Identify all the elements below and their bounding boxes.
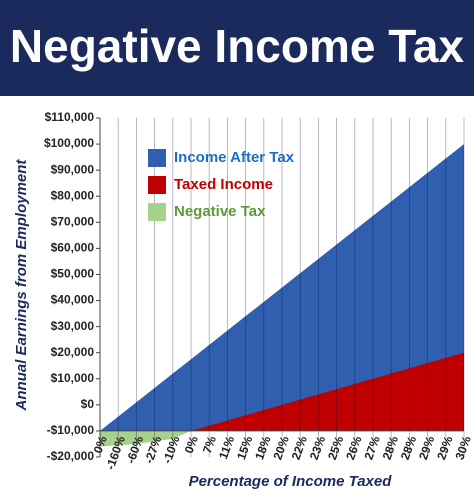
y-tick-label: $40,000 [51,293,95,307]
legend-label: Taxed Income [174,176,273,193]
y-tick-label: $50,000 [51,267,95,281]
title-banner [0,0,474,96]
x-tick-label: 30% [452,434,473,462]
x-tick-label: 0% [91,434,110,455]
y-tick-label: $0 [81,397,95,411]
legend-swatch [148,176,166,194]
legend-label: Income After Tax [174,149,295,166]
legend-swatch [148,149,166,167]
x-tick-label: 0% [182,434,201,455]
area [100,430,464,447]
y-tick-label: $70,000 [51,214,95,228]
y-tick-label: $30,000 [51,319,95,333]
legend-swatch [148,203,166,221]
y-axis-label: Annual Earnings from Employment [13,159,30,412]
chart-title: Negative Income Tax [10,20,465,72]
y-tick-label: -$10,000 [47,423,95,437]
y-tick-label: $110,000 [45,110,95,124]
x-axis-label: Percentage of Income Taxed [189,473,393,490]
area [100,144,464,431]
y-tick-label: $90,000 [51,162,95,176]
y-tick-label: $10,000 [51,371,95,385]
y-tick-label: $60,000 [51,241,95,255]
y-tick-label: $80,000 [51,188,95,202]
y-tick-label: -$20,000 [47,449,95,463]
area [100,352,464,431]
legend-label: Negative Tax [174,203,266,220]
y-tick-label: $100,000 [44,136,94,150]
y-tick-label: $20,000 [51,345,95,359]
x-tick-label: 7% [200,434,219,455]
